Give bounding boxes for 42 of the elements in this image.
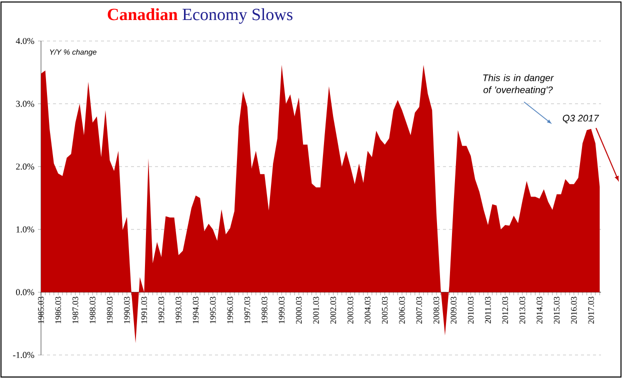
y-tick-label: 0.0%	[16, 289, 34, 296]
x-tick-label: 1986.03	[55, 296, 62, 324]
x-tick-label: 2017.03	[588, 296, 594, 324]
x-tick-label: 1989.03	[106, 296, 113, 324]
x-tick-label: 2011.03	[485, 296, 491, 324]
x-tick-label: 1995.03	[210, 296, 216, 324]
x-tick-label: 2009.03	[450, 296, 456, 324]
x-tick-label: 2008.03	[434, 296, 440, 324]
x-tick-label: 2001.03	[313, 296, 319, 324]
x-tick-label: 2015.03	[554, 296, 560, 324]
x-tick-label: 2003.03	[348, 296, 354, 324]
x-tick-label: 1998.03	[262, 296, 268, 324]
x-tick-label: 1992.03	[158, 296, 164, 324]
y-tick-label: 2.0%	[16, 164, 34, 170]
y-tick-label: 4.0%	[16, 38, 34, 44]
x-tick-label: 1988.03	[90, 296, 96, 324]
x-tick-label: 1997.03	[244, 296, 250, 324]
x-tick-label: 1993.03	[176, 296, 182, 324]
y-tick-label: -1.0%	[13, 352, 34, 358]
annotation: This is in danger of 'overheating'?	[483, 74, 554, 96]
x-tick-label: 2014.03	[536, 296, 542, 324]
x-tick-label: 1999.03	[278, 296, 285, 324]
x-tick-label: 1987.03	[72, 296, 78, 324]
y-tick-label: 1.0%	[16, 226, 34, 232]
y-tick-label: 3.0%	[16, 100, 34, 107]
x-tick-label: 1991.03	[141, 296, 148, 324]
x-tick-label: 1996.03	[227, 296, 233, 324]
x-tick-label: 2016.03	[571, 296, 577, 324]
x-tick-label: 1990.03	[124, 296, 130, 324]
x-tick-label: 2000.03	[296, 296, 302, 324]
x-tick-label: 2010.03	[468, 296, 474, 324]
chart-title: Canadian Economy Slows	[108, 8, 292, 24]
x-tick-label: 2006.03	[399, 296, 405, 324]
annotation: Q3 2017	[562, 114, 600, 124]
x-tick-label: 2007.03	[416, 296, 422, 324]
x-tick-label: 1985.03	[38, 296, 44, 324]
x-tick-label: 2012.03	[502, 296, 508, 324]
x-tick-label: 2013.03	[519, 296, 526, 324]
x-tick-label: 2002.03	[330, 296, 336, 324]
x-tick-label: 2004.03	[364, 296, 371, 324]
x-tick-label: 1994.03	[192, 296, 199, 324]
x-tick-label: 2005.03	[382, 296, 388, 324]
